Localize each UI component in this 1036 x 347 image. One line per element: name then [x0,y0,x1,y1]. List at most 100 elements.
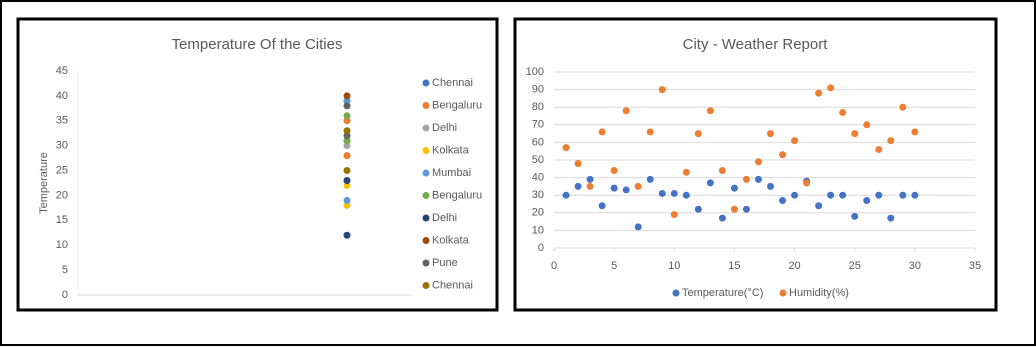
point [586,175,594,183]
point [791,137,799,145]
point [343,196,351,204]
y-tick-label: 40 [532,172,544,184]
point [742,175,750,183]
point [718,167,726,175]
point [875,191,883,199]
x-tick-label: 35 [969,260,981,272]
legend-label: Temperature(°C) [682,287,763,299]
chart-title: City - Weather Report [683,36,829,53]
y-tick-label: 80 [532,101,544,113]
y-tick-label: 20 [56,189,68,201]
y-tick-label: 90 [532,84,544,96]
point [670,211,678,219]
point [718,214,726,222]
legend-label: Mumbai [432,167,471,179]
point [911,191,919,199]
legend-marker [422,214,430,222]
point [562,144,570,152]
point [779,151,787,159]
point [851,212,859,220]
point [343,177,351,185]
y-tick-label: 25 [56,164,68,176]
point [791,191,799,199]
y-tick-label: 15 [56,214,68,226]
point [343,142,351,150]
point [343,181,351,189]
point [622,186,630,194]
point [598,202,606,210]
x-tick-label: 20 [788,260,800,272]
y-tick-label: 45 [56,65,68,77]
point [343,102,351,110]
point [682,168,690,176]
point [634,223,642,231]
point [851,130,859,138]
legend-marker [422,124,430,132]
legend-marker [422,259,430,267]
legend-marker [672,289,680,297]
point [767,182,775,190]
point [839,191,847,199]
point [574,160,582,168]
y-tick-label: 0 [538,242,544,254]
y-tick-label: 30 [532,189,544,201]
y-tick-label: 40 [56,90,68,102]
x-tick-label: 15 [728,260,740,272]
point [767,130,775,138]
y-tick-label: 10 [56,239,68,251]
point [863,196,871,204]
chart-title: Temperature Of the Cities [172,36,343,53]
legend-marker [422,282,430,289]
point [622,107,630,115]
point [562,191,570,199]
point [875,145,883,153]
y-tick-label: 0 [62,289,68,301]
point [343,201,351,209]
point [730,205,738,213]
legend-marker [422,79,430,87]
point [863,121,871,129]
legend-label: Chennai [432,77,473,89]
y-tick-label: 10 [532,224,544,236]
legend-label: Pune [432,257,458,269]
point [598,128,606,136]
point [827,84,835,92]
point [815,202,823,210]
point [887,214,895,222]
point [730,184,738,192]
point [682,191,690,199]
y-tick-label: 100 [526,66,544,78]
x-tick-label: 30 [909,260,921,272]
point [887,137,895,145]
point [827,191,835,199]
point [610,184,618,192]
chart-box [16,17,499,312]
legend-label: Delhi [432,122,457,134]
x-tick-label: 25 [849,260,861,272]
point [779,196,787,204]
point [343,167,351,175]
point [694,130,702,138]
point [634,182,642,190]
point [754,158,762,166]
point [658,189,666,197]
y-axis-label: Temperature [38,152,50,214]
point [343,127,351,135]
point [574,182,582,190]
point [343,112,351,120]
chart-box [513,17,998,312]
point [839,108,847,116]
point [706,107,714,115]
point [343,137,351,145]
point [706,179,714,187]
y-tick-label: 50 [532,154,544,166]
legend-marker [422,169,430,177]
legend-label: Kolkata [432,144,470,156]
legend-label: Bengaluru [432,99,482,111]
legend-marker [779,289,787,297]
point [343,117,351,125]
point [670,189,678,197]
legend-marker [422,192,430,199]
point [343,97,351,105]
